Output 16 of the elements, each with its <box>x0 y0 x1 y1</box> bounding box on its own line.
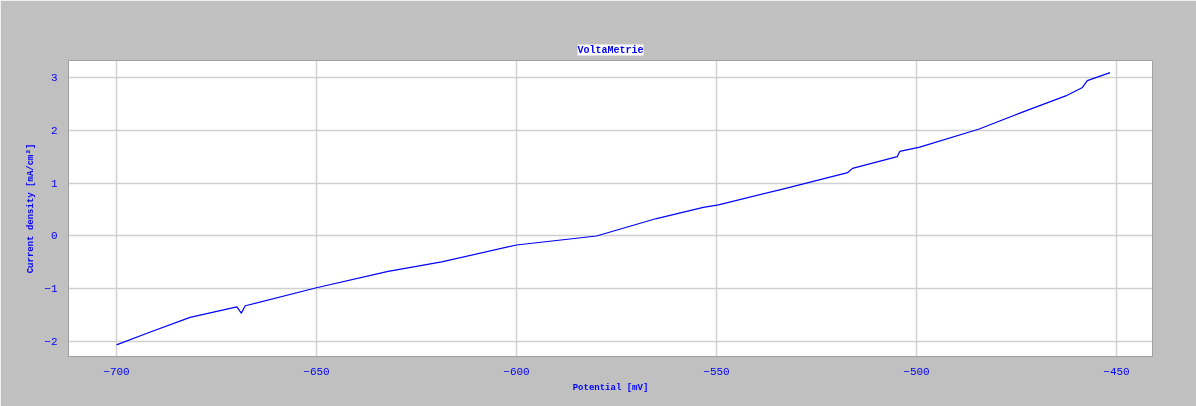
x-tick-label: −550 <box>703 365 730 378</box>
x-tick-label: −600 <box>503 365 530 378</box>
line-series <box>115 72 1111 346</box>
x-tick-label: −700 <box>103 365 130 378</box>
y-tick-label: 3 <box>50 71 58 84</box>
x-tick-label: −500 <box>903 365 930 378</box>
chart-title: VoltaMetrie <box>577 44 644 56</box>
y-axis-title: Current density [mA/cm²] <box>26 143 37 274</box>
y-tick-label: 1 <box>50 177 58 190</box>
y-tick-label: 2 <box>50 124 58 137</box>
y-tick-label: 0 <box>50 230 58 243</box>
x-tick-label: −650 <box>303 365 330 378</box>
y-tick-label: −2 <box>44 336 58 349</box>
x-axis-title: Potential [mV] <box>572 382 649 393</box>
y-tick-label: −1 <box>44 283 58 296</box>
x-tick-label: −450 <box>1103 365 1130 378</box>
